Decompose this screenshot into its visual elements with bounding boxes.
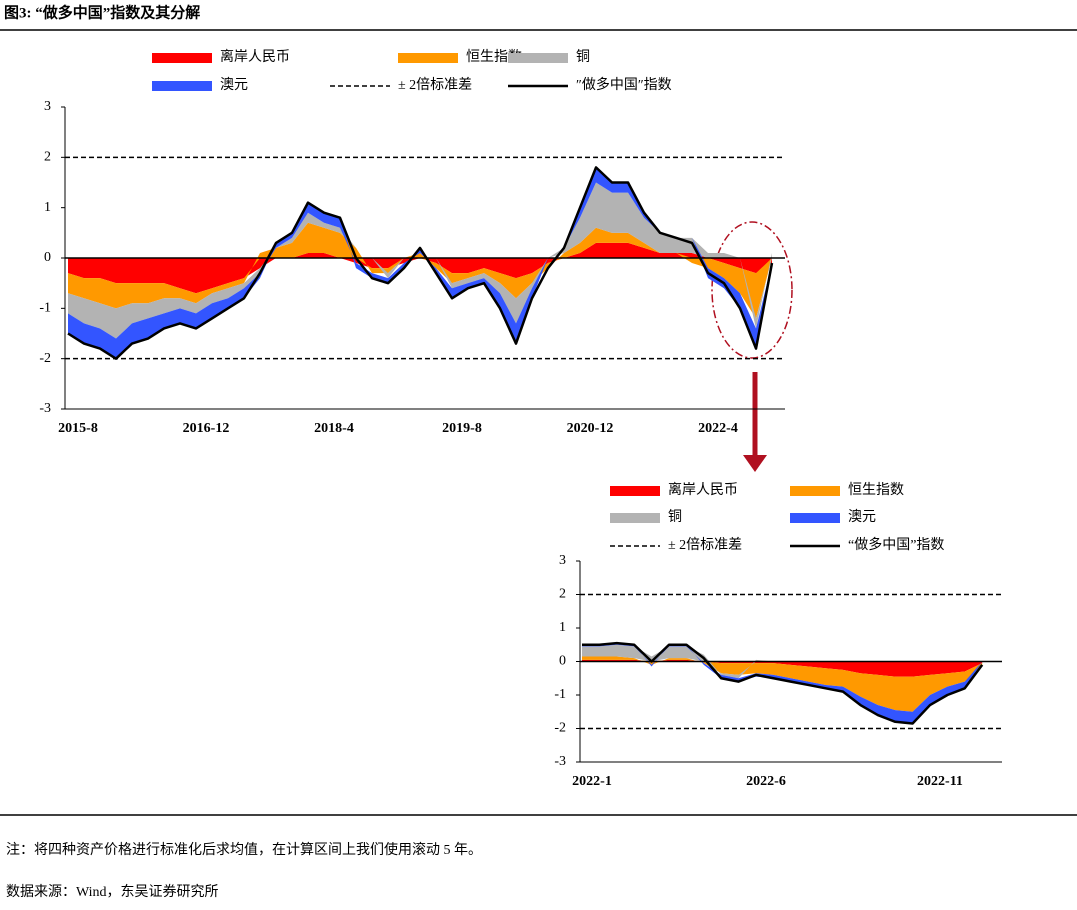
legend-swatch — [790, 486, 840, 496]
legend-label: “做多中国”指数 — [848, 536, 944, 553]
x-tick-label: 2022-6 — [746, 774, 786, 789]
y-tick-label: 2 — [44, 150, 51, 165]
y-tick-label: -3 — [554, 754, 566, 769]
y-tick-label: 1 — [559, 620, 566, 635]
note: 注：将四种资产价格进行标准化后求均值，在计算区间上我们使用滚动 5 年。 — [6, 841, 482, 858]
y-tick-label: -3 — [39, 401, 51, 416]
y-tick-label: -2 — [39, 351, 51, 366]
y-tick-label: 1 — [44, 200, 51, 215]
legend-swatch — [790, 513, 840, 523]
source: 数据来源：Wind，东吴证券研究所 — [6, 884, 219, 900]
index-line — [582, 641, 984, 725]
legend-label: 离岸人民币 — [220, 48, 290, 65]
area — [582, 659, 983, 677]
legend-swatch — [610, 513, 660, 523]
x-tick-label: 2016-12 — [183, 421, 230, 436]
y-tick-label: -2 — [554, 721, 566, 736]
x-tick-label: 2018-4 — [314, 421, 354, 436]
area — [582, 656, 983, 712]
y-tick-label: 0 — [44, 250, 51, 265]
legend-swatch — [152, 81, 212, 91]
y-tick-label: 2 — [559, 587, 566, 602]
legend-swatch — [508, 53, 568, 63]
x-tick-label: 2022-4 — [698, 421, 738, 436]
y-tick-label: 3 — [559, 553, 566, 568]
highlight-ellipse — [711, 221, 793, 359]
x-tick-label: 2022-1 — [572, 774, 612, 789]
area — [68, 242, 772, 294]
legend-label: ± 2倍标准差 — [668, 537, 742, 553]
legend-swatch — [398, 53, 458, 63]
x-tick-label: 2020-12 — [567, 421, 614, 436]
legend-label: ″做多中国″指数 — [576, 76, 672, 93]
legend-label: 离岸人民币 — [668, 481, 738, 498]
legend-label: 铜 — [576, 49, 590, 65]
legend-label: 铜 — [668, 509, 682, 525]
y-tick-label: -1 — [554, 687, 566, 702]
y-tick-label: 3 — [44, 99, 51, 114]
x-tick-label: 2019-8 — [442, 421, 482, 436]
x-tick-label: 2022-11 — [917, 774, 963, 789]
area — [582, 644, 983, 679]
legend-swatch — [610, 486, 660, 496]
y-tick-label: 0 — [559, 654, 566, 669]
legend-label: 澳元 — [220, 77, 248, 93]
y-tick-label: -1 — [39, 301, 51, 316]
legend-label: ± 2倍标准差 — [398, 77, 472, 93]
index-line — [67, 166, 774, 360]
area — [68, 167, 772, 359]
x-tick-label: 2015-8 — [58, 421, 98, 436]
arrow-head — [743, 455, 767, 472]
area — [68, 182, 772, 339]
legend-label: 恒生指数 — [848, 482, 904, 498]
legend-label: 澳元 — [848, 509, 876, 525]
legend-swatch — [152, 53, 212, 63]
figure-title: 图3: “做多中国”指数及其分解 — [4, 3, 200, 21]
